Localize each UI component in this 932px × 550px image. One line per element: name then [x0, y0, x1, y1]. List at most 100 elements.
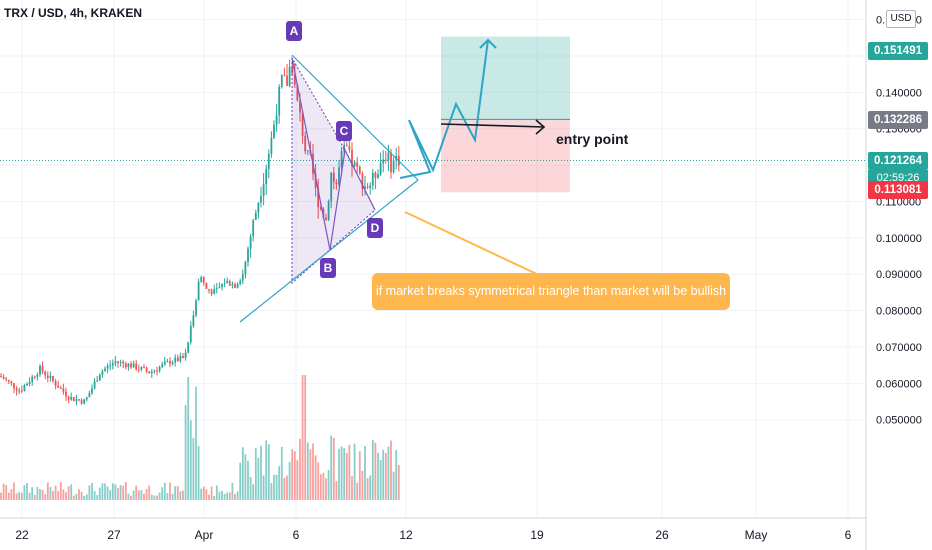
candle-body	[111, 363, 114, 366]
candle-body	[283, 75, 286, 77]
candle-body	[210, 290, 213, 294]
candle-body	[78, 399, 80, 401]
volume-bar	[132, 490, 135, 500]
candle-body	[54, 381, 57, 386]
volume-bar	[0, 492, 2, 500]
candle-body	[0, 376, 2, 378]
candle-body	[280, 75, 283, 88]
volume-bar	[184, 405, 187, 500]
candle-body	[36, 374, 39, 377]
candle-body	[223, 283, 226, 285]
volume-bar	[223, 493, 226, 500]
volume-bar	[67, 486, 70, 500]
volume-bar	[93, 490, 96, 500]
volume-bar	[236, 491, 239, 500]
volume-bar	[52, 490, 54, 500]
stop-zone	[441, 120, 570, 193]
candle-body	[117, 361, 119, 363]
volume-bar	[49, 487, 52, 500]
candle-body	[98, 374, 101, 381]
candle-body	[267, 153, 270, 170]
candle-body	[26, 383, 28, 386]
candle-body	[200, 277, 203, 282]
volume-bar	[265, 440, 268, 500]
volume-bar	[44, 494, 47, 500]
volume-bar	[148, 485, 151, 500]
volume-bar	[252, 484, 255, 500]
candle-body	[166, 360, 169, 362]
volume-bar	[80, 491, 83, 500]
candle-body	[390, 152, 392, 173]
volume-bar	[332, 437, 335, 500]
volume-bar	[306, 442, 309, 500]
candle-body	[306, 150, 309, 152]
candle-body	[270, 138, 273, 154]
candle-body	[236, 283, 239, 288]
candle-body	[88, 393, 91, 398]
candle-body	[18, 390, 21, 392]
x-tick-label: Apr	[195, 528, 214, 542]
volume-bar	[174, 486, 177, 500]
y-tick-label: 0.050000	[876, 415, 922, 427]
currency-badge[interactable]: USD	[886, 10, 916, 28]
volume-bar	[319, 474, 322, 500]
candle-body	[59, 387, 62, 389]
abcd-pattern	[291, 56, 376, 285]
candle-body	[101, 371, 104, 375]
volume-bar	[208, 494, 210, 500]
volume-bar	[109, 490, 112, 500]
candle-body	[2, 376, 5, 380]
volume-bar	[202, 486, 205, 500]
volume-bar	[280, 446, 283, 500]
volume-bar	[351, 476, 353, 500]
candle-body	[335, 181, 338, 185]
candle-body	[202, 277, 205, 283]
candle-body	[83, 399, 86, 404]
candle-body	[379, 163, 382, 175]
volume-bar	[124, 482, 127, 500]
volume-bar	[101, 483, 104, 500]
entry-point-label: entry point	[556, 131, 629, 147]
volume-bar	[23, 485, 26, 500]
volume-bar	[200, 488, 203, 500]
candle-body	[75, 399, 78, 401]
candle-body	[257, 202, 260, 213]
candle-body	[278, 87, 281, 116]
volume-bar	[166, 493, 169, 500]
volume-bar	[366, 478, 369, 500]
volume-bar	[96, 495, 99, 500]
volume-bar	[70, 484, 73, 500]
candle-body	[327, 201, 330, 220]
volume-bar	[75, 493, 78, 500]
volume-bar	[330, 435, 333, 500]
candle-body	[351, 149, 353, 167]
candle-body	[299, 100, 301, 113]
candle-body	[218, 287, 221, 289]
candle-body	[247, 248, 249, 262]
volume-bar	[182, 490, 184, 500]
volume-bar	[130, 495, 132, 500]
volume-bar	[195, 386, 197, 500]
volume-bar	[369, 475, 372, 500]
candle-body	[364, 186, 366, 189]
volume-bar	[26, 483, 28, 500]
callout-pointer	[404, 211, 561, 286]
candle-body	[161, 364, 164, 367]
candle-body	[44, 371, 47, 376]
volume-bar	[317, 462, 320, 500]
x-tick-label: 6	[293, 528, 300, 542]
volume-bar	[213, 495, 216, 500]
candle-body	[158, 366, 161, 372]
candle-body	[319, 207, 322, 210]
volume-bar	[267, 444, 270, 500]
volume-bar	[286, 475, 288, 500]
candle-body	[62, 388, 65, 392]
volume-bar	[7, 492, 10, 500]
point-b-label: B	[320, 258, 336, 278]
volume-bar	[41, 489, 44, 500]
candle-body	[41, 365, 44, 372]
volume-bar	[117, 488, 119, 500]
volume-bar	[312, 443, 314, 500]
volume-bar	[10, 489, 13, 500]
